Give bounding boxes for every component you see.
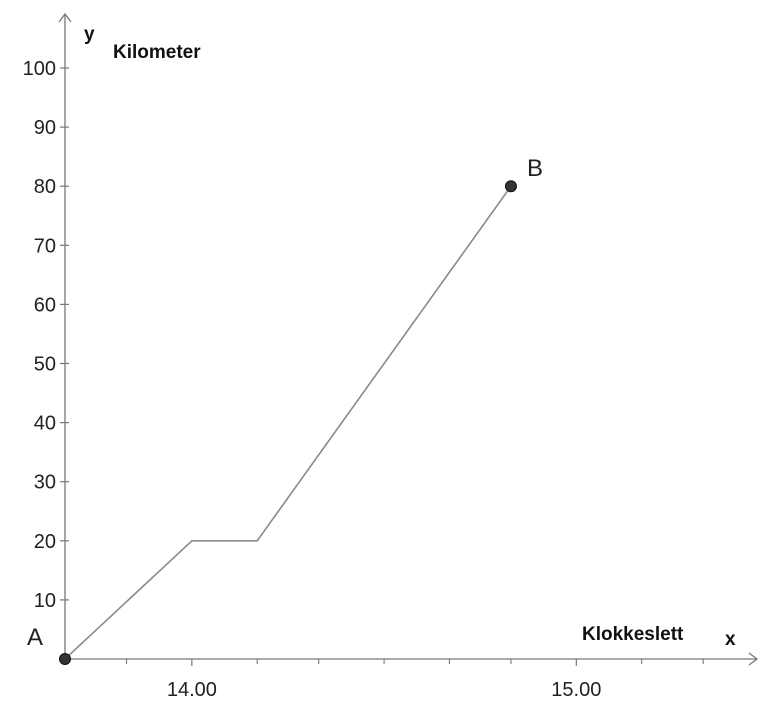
x-tick-label: 14.00	[167, 679, 217, 701]
point-a-label: A	[27, 624, 43, 651]
y-tick-label: 70	[34, 235, 56, 257]
x-ticks: 14.00 15.00	[64, 659, 704, 701]
x-tick-label: 15.00	[551, 679, 601, 701]
y-axis-arrow	[58, 12, 72, 23]
y-ticks: 10 20 30 40 50 60 70 80 90 100	[23, 58, 69, 612]
y-tick-label: 90	[34, 117, 56, 139]
series-line	[64, 185, 512, 660]
point-b-marker	[504, 180, 517, 193]
y-tick-label: 10	[34, 590, 56, 612]
x-axis-title: Klokkeslett	[582, 624, 684, 645]
y-tick-label: 20	[34, 531, 56, 553]
y-tick-label: 30	[34, 472, 56, 494]
y-tick-label: 80	[34, 176, 56, 198]
points: AB	[27, 155, 543, 665]
y-axis-letter: y	[84, 24, 95, 45]
y-tick-label: 50	[34, 354, 56, 376]
x-axis-arrow	[748, 652, 759, 666]
y-tick-label: 60	[34, 294, 56, 316]
series	[64, 185, 512, 660]
y-axis-title: Kilometer	[113, 42, 201, 63]
point-a-marker	[59, 653, 71, 665]
y-tick-label: 100	[23, 58, 56, 80]
y-tick-label: 40	[34, 413, 56, 435]
x-axis-letter: x	[725, 629, 736, 650]
point-b-label: B	[527, 155, 543, 182]
